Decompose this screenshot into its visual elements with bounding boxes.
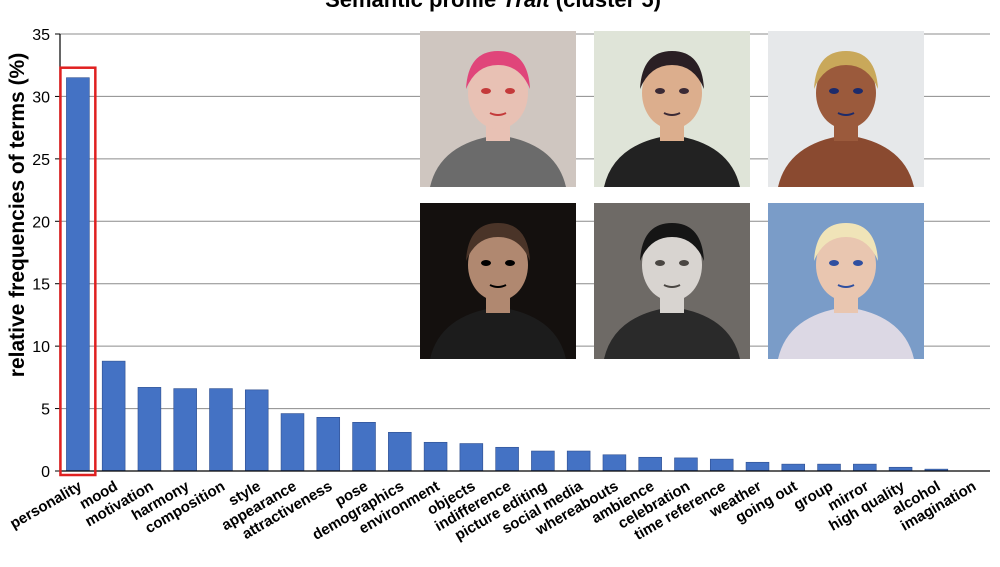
photo-hat-tanktop bbox=[594, 31, 750, 187]
bar-going-out bbox=[781, 463, 806, 472]
y-tick-label: 30 bbox=[32, 89, 50, 106]
bar-celebration bbox=[674, 457, 698, 472]
bar-appearance bbox=[280, 413, 305, 472]
y-tick-label: 25 bbox=[32, 152, 50, 169]
bar-time-reference bbox=[709, 458, 734, 472]
photo-sunglasses-braids bbox=[768, 31, 924, 187]
y-tick-label: 0 bbox=[41, 464, 50, 481]
bar-style bbox=[244, 389, 269, 472]
personality-highlight-box bbox=[59, 66, 97, 477]
bar-harmony bbox=[173, 388, 197, 472]
chart-title: Semantic profile Trait (cluster 5) bbox=[325, 0, 661, 12]
x-tick-label: personality bbox=[7, 477, 85, 532]
bar-attractiveness bbox=[316, 417, 341, 472]
bar-whereabouts bbox=[602, 454, 627, 472]
bar-mirror bbox=[853, 463, 877, 472]
bar-picture-editing bbox=[531, 450, 555, 472]
bar-personality bbox=[66, 77, 90, 472]
y-axis-ticks: 0 5 10 15 20 25 30 35 bbox=[32, 27, 60, 481]
bar-composition bbox=[209, 388, 233, 472]
bar-indifference bbox=[495, 446, 519, 472]
bar-mood bbox=[101, 360, 126, 472]
photo-bookshelf-woman bbox=[594, 203, 750, 359]
x-axis-labels: personalitymoodmotivationharmonycomposit… bbox=[7, 477, 979, 544]
photo-veil-blue-makeup bbox=[768, 203, 924, 359]
bars bbox=[66, 77, 949, 472]
bar-objects bbox=[459, 443, 484, 472]
bar-ambience bbox=[638, 456, 662, 472]
bar-environment bbox=[423, 441, 448, 472]
bar-weather bbox=[745, 461, 770, 472]
y-tick-label: 35 bbox=[32, 27, 50, 44]
bar-social-media bbox=[566, 450, 591, 472]
y-axis-label: relative frequencies of terms (%) bbox=[6, 53, 29, 377]
bar-group bbox=[817, 463, 841, 472]
y-tick-label: 10 bbox=[32, 339, 50, 356]
y-tick-label: 5 bbox=[41, 402, 50, 419]
photo-dark-portrait-man bbox=[420, 203, 576, 359]
bar-pose bbox=[352, 422, 376, 472]
y-tick-label: 15 bbox=[32, 277, 50, 294]
y-tick-label: 20 bbox=[32, 214, 50, 231]
bar-demographics bbox=[388, 431, 412, 472]
bar-motivation bbox=[137, 387, 162, 472]
photo-pink-hair-lips-shirt bbox=[420, 31, 576, 187]
